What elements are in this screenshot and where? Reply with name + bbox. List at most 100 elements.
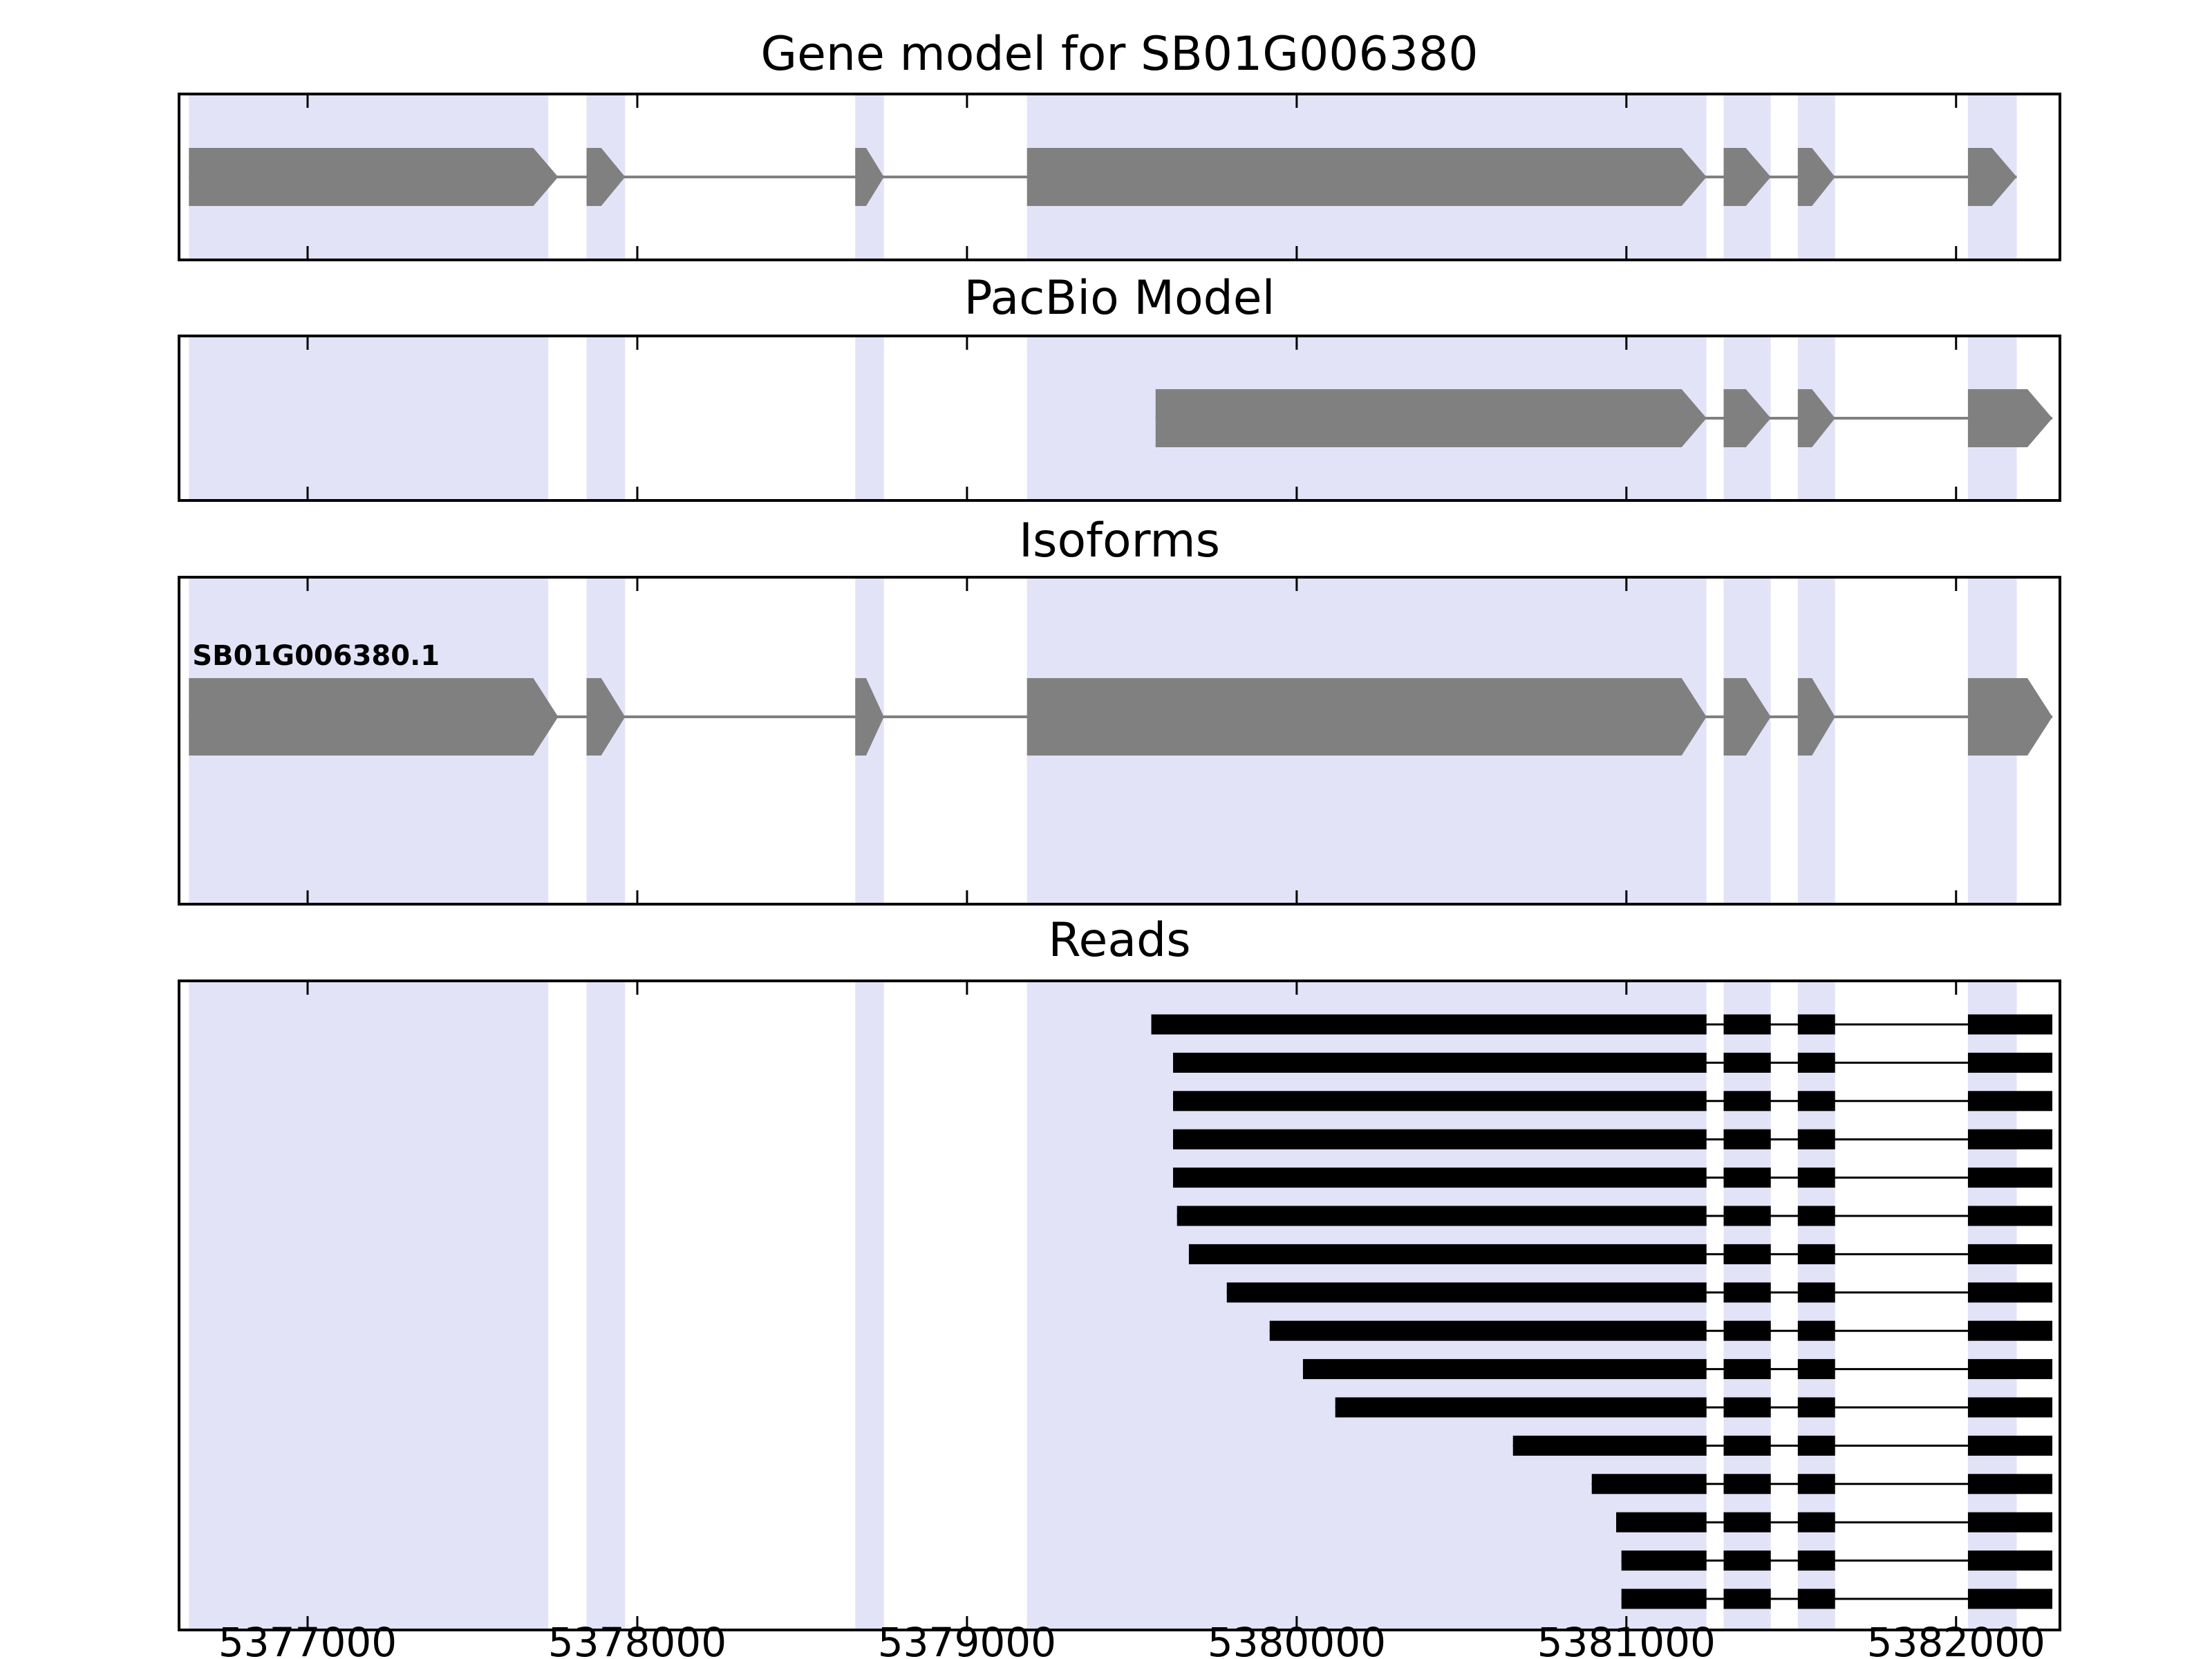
exon-arrow-block <box>1155 389 1707 447</box>
exon-highlight-band <box>189 981 549 1630</box>
exon-arrow-block <box>1723 148 1771 206</box>
read-exon-block <box>1512 1435 1707 1456</box>
read-exon-block <box>1188 1244 1707 1264</box>
read-row <box>1621 1588 2053 1609</box>
read-row <box>1151 1014 2053 1035</box>
read-exon-block <box>1797 1282 1835 1303</box>
exon-arrow-block <box>1967 678 2053 756</box>
read-exon-block <box>1723 1397 1771 1418</box>
read-row <box>1302 1359 2053 1380</box>
read-exon-block <box>1967 1091 2053 1112</box>
read-exon-block <box>1723 1052 1771 1073</box>
read-exon-block <box>1173 1052 1707 1073</box>
read-exon-block <box>1616 1512 1707 1533</box>
read-exon-block <box>1967 1359 2053 1380</box>
exon-arrow-block <box>1967 148 2017 206</box>
read-exon-block <box>1723 1359 1771 1380</box>
read-exon-block <box>1226 1282 1707 1303</box>
read-exon-block <box>1177 1206 1707 1226</box>
read-exon-block <box>1173 1129 1707 1150</box>
exon-highlight-band <box>1723 981 1771 1630</box>
read-exon-block <box>1797 1359 1835 1380</box>
read-row <box>1173 1129 2053 1150</box>
exon-arrow-block <box>1723 389 1771 447</box>
x-tick-label: 5379000 <box>878 1619 1056 1659</box>
exon-arrow-block <box>189 678 559 756</box>
read-exon-block <box>1967 1282 2053 1303</box>
read-row <box>1188 1244 2053 1264</box>
read-exon-block <box>1723 1014 1771 1035</box>
panel-border <box>178 980 2061 1631</box>
exon-highlight-band <box>586 981 626 1630</box>
x-tick-label: 5380000 <box>1208 1619 1386 1659</box>
exon-arrow-block <box>1797 148 1835 206</box>
read-exon-block <box>1335 1397 1707 1418</box>
read-exon-block <box>1967 1014 2053 1035</box>
read-row <box>1269 1320 2053 1341</box>
exon-arrow-block <box>1027 148 1707 206</box>
read-exon-block <box>1967 1397 2053 1418</box>
read-exon-block <box>1591 1474 1707 1494</box>
exon-arrow-block <box>1723 678 1771 756</box>
exon-arrow-block <box>189 148 559 206</box>
exon-highlight-band <box>855 981 884 1630</box>
read-exon-block <box>1723 1550 1771 1571</box>
exon-highlight-band <box>855 336 884 500</box>
exon-highlight-band <box>586 336 626 500</box>
read-exon-block <box>1967 1052 2053 1073</box>
read-exon-block <box>1723 1244 1771 1264</box>
x-tick-label: 5381000 <box>1537 1619 1716 1659</box>
read-exon-block <box>1967 1588 2053 1609</box>
read-exon-block <box>1723 1206 1771 1226</box>
exon-arrow-block <box>1797 678 1835 756</box>
exon-arrow-block <box>855 148 884 206</box>
x-tick-label: 5382000 <box>1867 1619 2045 1659</box>
read-exon-block <box>1967 1244 2053 1264</box>
panel-title-reads: Reads <box>1048 913 1191 968</box>
read-exon-block <box>1967 1129 2053 1150</box>
read-exon-block <box>1621 1588 1707 1609</box>
read-exon-block <box>1302 1359 1707 1380</box>
read-exon-block <box>1967 1512 2053 1533</box>
read-exon-block <box>1797 1320 1835 1341</box>
exon-arrow-block <box>1027 678 1707 756</box>
read-row <box>1173 1052 2053 1073</box>
read-exon-block <box>1967 1320 2053 1341</box>
panel-title-pacbio: PacBio Model <box>964 271 1275 326</box>
read-exon-block <box>1967 1168 2053 1188</box>
exon-arrow-block <box>586 678 626 756</box>
exon-highlight-band <box>189 336 549 500</box>
read-exon-block <box>1967 1474 2053 1494</box>
read-exon-block <box>1797 1052 1835 1073</box>
read-row <box>1512 1435 2053 1456</box>
read-exon-block <box>1797 1512 1835 1533</box>
read-exon-block <box>1723 1168 1771 1188</box>
read-exon-block <box>1723 1282 1771 1303</box>
read-exon-block <box>1797 1244 1835 1264</box>
read-exon-block <box>1967 1206 2053 1226</box>
panel-border <box>178 576 2061 906</box>
x-tick-label: 5378000 <box>548 1619 727 1659</box>
read-exon-block <box>1797 1588 1835 1609</box>
read-exon-block <box>1173 1091 1707 1112</box>
read-exon-block <box>1723 1091 1771 1112</box>
panel-border <box>178 335 2061 502</box>
read-exon-block <box>1797 1014 1835 1035</box>
x-tick-label: 5377000 <box>218 1619 397 1659</box>
read-exon-block <box>1797 1206 1835 1226</box>
panel-title-isoforms: Isoforms <box>1018 514 1221 568</box>
exon-arrow-block <box>1797 389 1835 447</box>
read-row <box>1226 1282 2053 1303</box>
read-row <box>1177 1206 2053 1226</box>
read-row <box>1173 1091 2053 1112</box>
panel-reads-3 <box>178 980 2061 1631</box>
read-row <box>1621 1550 2053 1571</box>
read-exon-block <box>1621 1550 1707 1571</box>
exon-highlight-band <box>1797 981 1835 1630</box>
read-row <box>1591 1474 2053 1494</box>
exon-arrow-block <box>586 148 626 206</box>
read-row <box>1335 1397 2053 1418</box>
read-exon-block <box>1723 1435 1771 1456</box>
read-exon-block <box>1723 1512 1771 1533</box>
